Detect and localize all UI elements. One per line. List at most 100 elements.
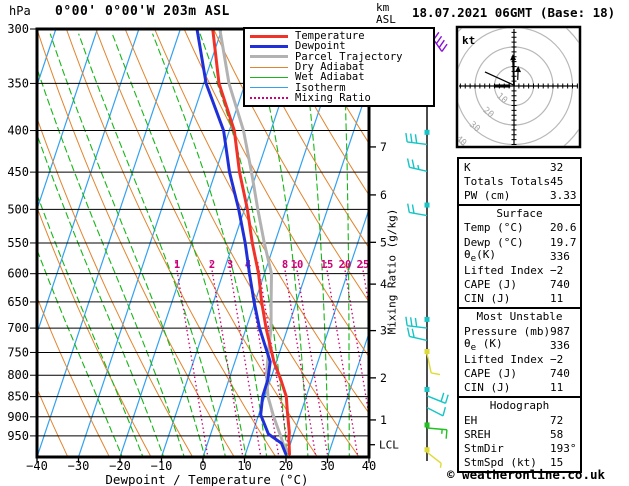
panel-hodograph: Hodograph EH 72 SREH 58 StmDir 193° StmSpd (kt)… <box>457 396 582 473</box>
row-value: 19.7 <box>550 235 577 249</box>
svg-text:650: 650 <box>7 295 29 309</box>
row-label: PW (cm) <box>464 188 511 202</box>
panel-indices: K 32 Totals Totals 45 PW (cm) 3.33 <box>457 157 582 206</box>
row-label: CAPE (J) <box>464 367 517 381</box>
svg-text:6: 6 <box>380 188 387 202</box>
row-label: CIN (J) <box>464 292 511 306</box>
svg-text:900: 900 <box>7 410 29 424</box>
table-row: CAPE (J) 740 <box>459 278 580 292</box>
row-value: 740 <box>550 278 570 292</box>
row-value: 45 <box>550 174 564 188</box>
wind-barb <box>426 406 447 417</box>
legend-item: Mixing Ratio <box>250 93 433 103</box>
temperature-curve <box>211 29 291 456</box>
wind-level-marker <box>424 349 430 355</box>
row-label: K <box>464 160 471 174</box>
height-unit-km: km <box>376 1 390 14</box>
table-row: CIN (J) 11 <box>459 381 580 395</box>
row-value: 32 <box>550 160 564 174</box>
row-label: Dewp (°C) <box>464 235 524 249</box>
copyright: © weatheronline.co.uk <box>447 467 606 482</box>
row-label: EH <box>464 413 478 427</box>
hodograph-trace <box>512 58 515 87</box>
table-row: Temp (°C) 20.6 <box>459 221 580 235</box>
svg-text:800: 800 <box>7 368 29 382</box>
row-value: 336 <box>550 338 570 352</box>
parcel-trajectory-curve <box>218 29 291 456</box>
svg-text:400: 400 <box>7 124 29 138</box>
table-row: CIN (J) 11 <box>459 292 580 306</box>
svg-text:1: 1 <box>380 413 387 427</box>
table-row: Totals Totals 45 <box>459 174 580 188</box>
svg-text:−20: −20 <box>109 459 131 473</box>
row-label: Lifted Index <box>464 263 544 277</box>
legend-swatch-dry-adiabat <box>250 66 288 68</box>
panel-title: Surface <box>496 206 543 220</box>
legend-label: Mixing Ratio <box>295 91 371 104</box>
row-label: Lifted Index <box>464 353 544 367</box>
pressure-axis: 300 350 400 450 500 550 600 650 700 750 800 850 900 9… <box>7 22 37 443</box>
table-row: StmDir 193° <box>459 442 580 456</box>
svg-text:15: 15 <box>321 259 334 271</box>
legend-item: Isotherm <box>250 81 433 94</box>
row-value: 193° <box>550 442 577 456</box>
wind-level-marker <box>424 387 430 393</box>
height-axis: 87654321LCL <box>370 94 399 452</box>
svg-text:700: 700 <box>7 321 29 335</box>
svg-text:10: 10 <box>237 459 251 473</box>
svg-text:850: 850 <box>7 390 29 404</box>
svg-text:350: 350 <box>7 76 29 90</box>
svg-text:−30: −30 <box>68 459 90 473</box>
svg-text:20: 20 <box>279 459 293 473</box>
row-label: Temp (°C) <box>464 221 524 235</box>
legend-label: Dry Adiabat <box>295 61 365 74</box>
panel-title: Most Unstable <box>476 309 563 323</box>
legend-item: Temperature <box>250 31 433 41</box>
lcl-label: LCL <box>379 439 399 452</box>
pressure-gridlines <box>37 82 369 437</box>
legend-item: Wet Adiabat <box>250 71 433 84</box>
table-row: θe(K) 336 <box>459 248 580 265</box>
x-axis-label: Dewpoint / Temperature (°C) <box>105 472 309 486</box>
svg-text:30: 30 <box>320 459 334 473</box>
row-label: θe (K) <box>464 337 503 354</box>
row-value: −2 <box>550 263 564 277</box>
panel-title: Hodograph <box>489 399 550 412</box>
svg-text:1: 1 <box>174 259 180 271</box>
svg-text:3: 3 <box>380 324 387 338</box>
temperature-axis: −40 −30 −20 −10 0 10 20 30 40 <box>26 458 376 473</box>
svg-text:5: 5 <box>380 235 387 249</box>
height-axis-unit: km ASL <box>376 2 396 26</box>
svg-text:25: 25 <box>357 259 370 271</box>
wind-barb <box>406 158 428 173</box>
row-label: StmSpd (kt) <box>464 456 537 470</box>
svg-text:3: 3 <box>227 259 233 271</box>
svg-text:8: 8 <box>282 259 288 271</box>
svg-text:2: 2 <box>209 259 215 271</box>
svg-text:2: 2 <box>380 371 387 385</box>
pressure-axis-unit: hPa <box>9 4 31 18</box>
svg-text:20: 20 <box>339 259 352 271</box>
hodograph-arrowhead <box>515 66 522 73</box>
legend-item: Dry Adiabat <box>250 62 433 72</box>
row-value: 740 <box>550 367 570 381</box>
hodograph-ring-label: 40 <box>453 134 468 149</box>
svg-text:7: 7 <box>380 140 387 154</box>
table-row: PW (cm) 3.33 <box>459 188 580 202</box>
legend-label: Wet Adiabat <box>295 71 365 84</box>
svg-text:300: 300 <box>7 22 29 36</box>
svg-text:−10: −10 <box>151 459 173 473</box>
legend-swatch-parcel-trajectory <box>250 55 288 59</box>
panel-most-unstable: Most Unstable Pressure (mb) 987 θe (K) 336 Li… <box>457 306 582 398</box>
legend-item: Dewpoint <box>250 41 433 52</box>
mixing-ratio-lines <box>175 261 369 457</box>
svg-text:−40: −40 <box>26 459 48 473</box>
row-label: θe(K) <box>464 248 497 265</box>
wind-level-marker <box>424 422 430 428</box>
wind-level-marker <box>424 447 430 453</box>
mixing-ratio-labels: 1 2 3 4 8 10 15 20 25 <box>174 259 369 271</box>
hodograph-trace <box>484 71 514 86</box>
legend-label: Isotherm <box>295 81 346 94</box>
